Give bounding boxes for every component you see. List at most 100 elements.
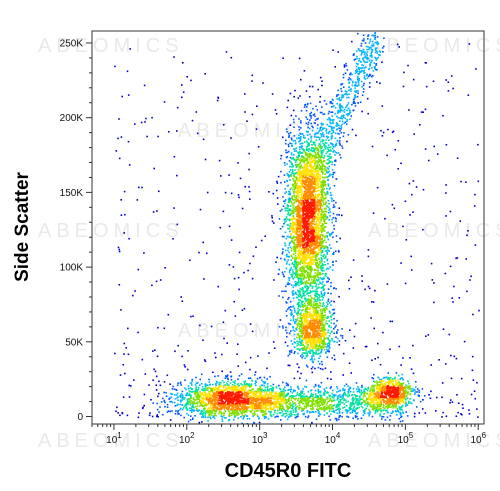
event-dot [329, 173, 331, 175]
event-dot [322, 398, 324, 400]
event-dot [143, 252, 145, 254]
event-dot [328, 268, 330, 270]
event-dot [340, 118, 342, 120]
event-dot [357, 76, 359, 78]
event-dot [285, 291, 287, 293]
event-dot [365, 388, 367, 390]
event-dot [257, 410, 259, 412]
event-dot [343, 114, 345, 116]
event-dot [287, 247, 289, 249]
event-dot [180, 384, 182, 386]
event-dot [134, 123, 136, 125]
event-dot [382, 51, 384, 53]
event-dot [304, 347, 306, 349]
event-dot [323, 214, 325, 216]
event-dot [328, 239, 330, 241]
event-dot [360, 101, 362, 103]
event-dot [284, 259, 286, 261]
event-dot [309, 115, 311, 117]
event-dot [329, 154, 331, 156]
event-dot [225, 310, 227, 312]
event-dot [309, 159, 311, 161]
event-dot [301, 319, 303, 321]
event-dot [298, 283, 300, 285]
event-dot [245, 362, 247, 364]
event-dot [348, 108, 350, 110]
event-dot [206, 411, 208, 413]
event-dot [358, 390, 360, 392]
event-dot [339, 100, 341, 102]
event-dot [138, 269, 140, 271]
event-dot [297, 315, 299, 317]
event-dot [328, 144, 330, 146]
event-dot [323, 157, 325, 159]
event-dot [367, 390, 369, 392]
event-dot [316, 147, 318, 149]
event-dot [331, 319, 333, 321]
event-dot [310, 274, 312, 276]
event-dot [306, 380, 308, 382]
event-dot [284, 243, 286, 245]
event-dot [162, 414, 164, 416]
event-dot [337, 90, 339, 92]
event-dot [364, 62, 366, 64]
event-dot [341, 215, 343, 217]
event-dot [425, 335, 427, 337]
event-dot [307, 134, 309, 136]
event-dot [160, 385, 162, 387]
event-dot [330, 149, 332, 151]
event-dot [322, 150, 324, 152]
event-dot [328, 416, 330, 418]
event-dot [399, 346, 401, 348]
event-dot [441, 416, 443, 418]
event-dot [303, 398, 305, 400]
event-dot [330, 111, 332, 113]
event-dot [268, 418, 270, 420]
event-dot [369, 411, 371, 413]
event-dot [327, 250, 329, 252]
event-dot [294, 308, 296, 310]
event-dot [287, 345, 289, 347]
event-dot [374, 67, 376, 69]
event-dot [280, 396, 282, 398]
event-dot [280, 158, 282, 160]
event-dot [320, 392, 322, 394]
event-dot [353, 407, 355, 409]
event-dot [285, 410, 287, 412]
event-dot [336, 386, 338, 388]
event-dot [233, 419, 235, 421]
event-dot [244, 93, 246, 95]
event-dot [309, 352, 311, 354]
event-dot [413, 180, 415, 182]
event-dot [283, 392, 285, 394]
event-dot [300, 282, 302, 284]
event-dot [284, 200, 286, 202]
event-dot [319, 281, 321, 283]
event-dot [305, 291, 307, 293]
event-dot [309, 153, 311, 155]
event-dot [295, 268, 297, 270]
event-dot [327, 179, 329, 181]
event-dot [301, 317, 303, 319]
event-dot [343, 136, 345, 138]
event-dot [339, 340, 341, 342]
event-dot [308, 151, 310, 153]
event-dot [321, 364, 323, 366]
event-dot [184, 379, 186, 381]
event-dot [352, 418, 354, 420]
event-dot [195, 390, 197, 392]
event-dot [181, 84, 183, 86]
event-dot [116, 150, 118, 152]
event-dot [320, 133, 322, 135]
event-dot [333, 228, 335, 230]
event-dot [339, 394, 341, 396]
event-dot [344, 392, 346, 394]
event-dot [445, 363, 447, 365]
event-dot [372, 409, 374, 411]
event-dot [330, 371, 332, 373]
event-dot [287, 408, 289, 410]
event-dot [321, 217, 323, 219]
event-dot [306, 146, 308, 148]
event-dot [362, 94, 364, 96]
event-dot [123, 353, 125, 355]
